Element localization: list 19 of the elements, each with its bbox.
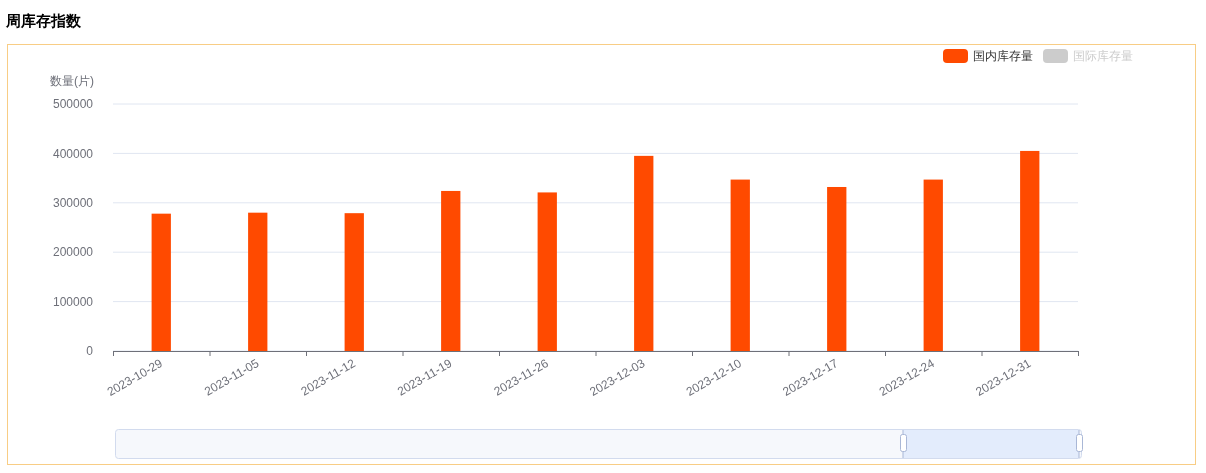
bar (827, 186, 847, 351)
bar (1020, 150, 1040, 351)
y-tick-label: 100000 (52, 294, 94, 309)
bar (344, 213, 364, 351)
chart-title: 周库存指数 (5, 12, 82, 29)
bar (441, 190, 461, 351)
y-tick-label: 400000 (52, 146, 94, 161)
y-tick-label: 200000 (52, 245, 94, 260)
y-tick-label: 500000 (52, 97, 94, 112)
bar (730, 179, 750, 351)
bar (537, 192, 557, 351)
bar (248, 212, 268, 351)
y-tick-label: 0 (86, 344, 94, 359)
y-tick-label: 300000 (52, 196, 94, 210)
bar (634, 155, 654, 351)
bar (923, 179, 943, 351)
bar (151, 213, 171, 351)
legend-label: 国内库存量 (973, 49, 1033, 64)
y-axis-title: 数量(片) (50, 74, 94, 88)
